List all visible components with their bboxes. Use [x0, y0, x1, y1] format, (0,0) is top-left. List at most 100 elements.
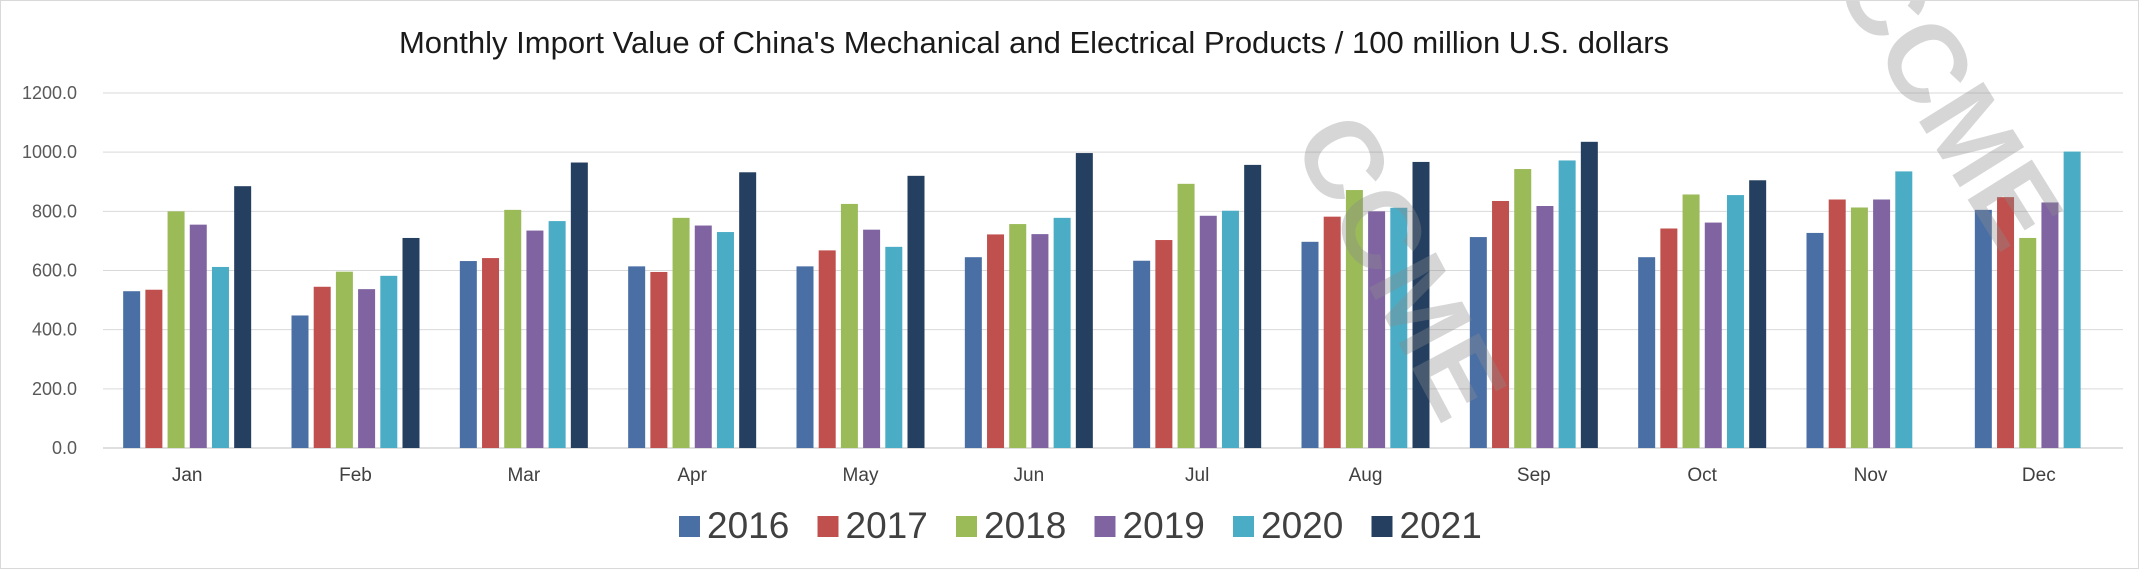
legend-label-2016: 2016	[707, 505, 789, 546]
bar-2017-may	[818, 250, 836, 448]
bar-2018-oct	[1682, 194, 1700, 448]
bar-2019-jan	[189, 224, 207, 448]
bar-2019-jun	[1031, 234, 1049, 448]
bar-2021-oct	[1749, 180, 1767, 449]
bar-2019-feb	[358, 289, 376, 448]
bar-2016-apr	[628, 266, 646, 448]
bar-2018-jun	[1009, 224, 1027, 448]
legend-label-2017: 2017	[846, 505, 928, 546]
y-tick-label: 400.0	[32, 320, 77, 340]
x-category-label: Sep	[1517, 465, 1551, 486]
bar-2016-jan	[123, 291, 141, 448]
bar-2021-apr	[739, 172, 757, 449]
x-category-label: Jun	[1014, 465, 1045, 486]
bar-2018-sep	[1514, 169, 1532, 448]
legend-swatch-2017	[817, 516, 839, 537]
bar-2018-jan	[167, 211, 185, 448]
bar-2018-jul	[1177, 183, 1195, 448]
bar-2020-feb	[380, 275, 398, 448]
legend-label-2020: 2020	[1261, 505, 1343, 546]
bar-2016-dec	[1974, 209, 1992, 448]
bar-2019-apr	[694, 225, 712, 448]
bar-2020-dec	[2063, 151, 2081, 448]
x-category-label: Jul	[1185, 465, 1209, 486]
legend-swatch-2020	[1233, 516, 1254, 537]
bar-2017-jul	[1155, 240, 1173, 448]
bar-2016-sep	[1469, 237, 1487, 448]
bar-2017-jan	[145, 289, 163, 448]
bar-2017-feb	[313, 286, 331, 448]
legend-swatch-2016	[679, 516, 700, 537]
bars-group	[123, 141, 2081, 449]
y-axis-ticks: 0.0 200.0 400.0 600.0 800.0 1000.0 1200.0	[22, 83, 77, 458]
bar-2021-aug	[1412, 161, 1430, 448]
watermark-group: CCME CCME	[1270, 1, 2087, 438]
bar-2017-sep	[1492, 200, 1510, 448]
bar-2020-sep	[1558, 160, 1576, 448]
bar-2018-feb	[335, 271, 353, 448]
bar-2019-mar	[526, 230, 544, 448]
chart-title: Monthly Import Value of China's Mechanic…	[399, 25, 1669, 60]
bar-2021-jul	[1244, 164, 1262, 448]
bar-2018-apr	[672, 217, 690, 448]
y-tick-label: 1200.0	[22, 83, 77, 103]
y-tick-label: 1000.0	[22, 142, 77, 162]
bar-2019-nov	[1873, 199, 1891, 448]
legend-swatch-2019	[1094, 516, 1116, 537]
bar-2021-mar	[570, 162, 588, 449]
x-category-label: Aug	[1349, 465, 1383, 486]
bar-2016-aug	[1301, 241, 1319, 448]
bar-2020-jul	[1221, 210, 1239, 448]
bar-2016-jun	[964, 257, 982, 448]
y-tick-label: 600.0	[32, 261, 77, 281]
legend-label-2021: 2021	[1400, 505, 1482, 546]
x-category-label: Jan	[172, 465, 203, 486]
bar-2016-feb	[291, 315, 309, 448]
bar-2020-jan	[211, 266, 229, 448]
bar-2017-dec	[1997, 197, 2015, 448]
bar-2020-apr	[716, 232, 734, 448]
bar-2016-may	[796, 266, 814, 448]
x-category-label: Feb	[339, 465, 372, 486]
bar-2016-mar	[459, 261, 477, 448]
bar-2017-mar	[482, 258, 500, 448]
x-category-label: May	[843, 465, 879, 486]
legend-label-2018: 2018	[984, 505, 1066, 546]
bar-2021-sep	[1580, 141, 1598, 448]
legend-swatch-2018	[956, 516, 977, 537]
bar-2020-mar	[548, 221, 566, 448]
bar-2017-jun	[987, 234, 1005, 448]
bar-2019-aug	[1368, 211, 1386, 448]
bar-2020-nov	[1895, 171, 1913, 449]
x-category-label: Dec	[2022, 465, 2056, 486]
bar-2019-sep	[1536, 206, 1554, 448]
y-tick-label: 800.0	[32, 201, 77, 221]
bar-2019-jul	[1199, 215, 1217, 448]
bar-2020-jun	[1053, 217, 1071, 448]
bar-2016-jul	[1133, 260, 1151, 448]
bar-2018-aug	[1345, 190, 1363, 449]
bar-2018-may	[840, 203, 858, 448]
legend: 2016 2017 2018 2019 2020 2021	[679, 505, 1482, 546]
bar-2017-nov	[1828, 199, 1846, 448]
bar-2017-apr	[650, 271, 668, 448]
x-category-label: Oct	[1687, 465, 1717, 486]
bar-2020-may	[885, 246, 903, 448]
bar-2021-feb	[402, 237, 420, 448]
bar-2019-oct	[1704, 222, 1722, 448]
gridlines	[103, 92, 2123, 449]
bar-2018-nov	[1850, 207, 1868, 448]
x-axis-categories: Jan Feb Mar Apr May Jun Jul Aug Sep Oct Nov Dec	[172, 465, 2056, 486]
bar-2018-mar	[504, 209, 522, 448]
bar-2017-oct	[1660, 228, 1678, 448]
y-tick-label: 200.0	[32, 379, 77, 399]
legend-label-2019: 2019	[1123, 505, 1205, 546]
y-tick-label: 0.0	[52, 438, 77, 458]
bar-2019-may	[863, 229, 881, 448]
bar-2021-jan	[234, 186, 252, 448]
x-category-label: Mar	[507, 465, 540, 486]
bar-2021-jun	[1075, 153, 1093, 448]
bar-2018-dec	[2019, 237, 2037, 448]
